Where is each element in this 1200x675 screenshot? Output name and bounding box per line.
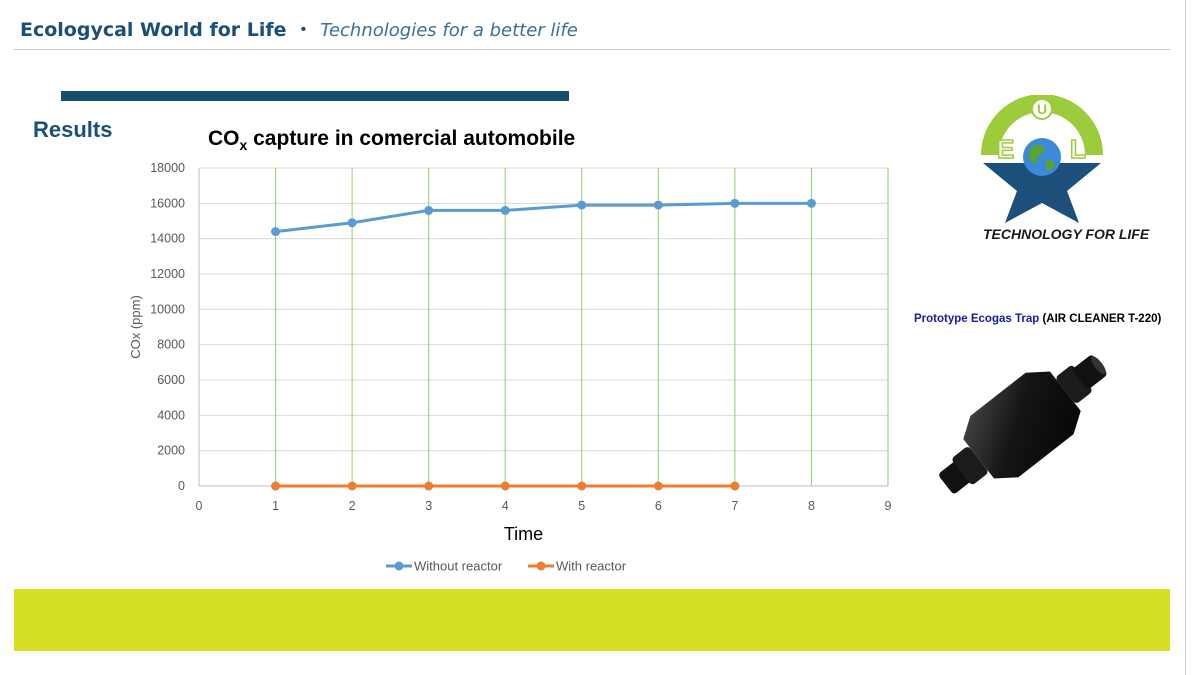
y-tick-label: 0 xyxy=(178,479,185,493)
x-tick-label: 5 xyxy=(578,499,585,513)
legend-marker xyxy=(536,561,546,571)
header: Ecologycal World for Life • Technologies… xyxy=(20,14,578,46)
y-tick-label: 14000 xyxy=(150,232,185,246)
data-point xyxy=(271,481,281,491)
chart-title-main: CO xyxy=(208,127,240,150)
data-point xyxy=(730,481,740,491)
air-cleaner-device-image xyxy=(939,355,1107,494)
data-point xyxy=(424,481,434,491)
x-tick-label: 1 xyxy=(272,499,279,513)
right-border xyxy=(1185,0,1186,675)
product-model: (AIR CLEANER T-220) xyxy=(1042,313,1162,325)
eul-logo-icon: U E L xyxy=(981,95,1103,223)
x-tick-label: 7 xyxy=(731,499,738,513)
x-tick-label: 9 xyxy=(885,499,892,513)
y-axis-label: COx (ppm) xyxy=(128,295,143,359)
data-point xyxy=(424,205,434,215)
chart-title-subscript: x xyxy=(239,137,248,154)
header-separator: • xyxy=(300,21,307,38)
section-title: Results xyxy=(33,117,113,142)
legend-label: Without reactor xyxy=(414,559,503,574)
brand-title: Ecologycal World for Life xyxy=(20,19,287,41)
data-point xyxy=(653,200,663,210)
y-tick-label: 10000 xyxy=(150,302,185,316)
tagline: Technologies for a better life xyxy=(320,19,578,41)
chart-title-rest: capture in comercial automobile xyxy=(247,127,576,150)
series-line xyxy=(275,201,812,234)
legend-label: With reactor xyxy=(556,559,627,574)
data-point xyxy=(347,481,357,491)
data-point xyxy=(500,205,510,215)
data-point xyxy=(577,200,587,210)
x-axis-label: Time xyxy=(504,524,543,544)
x-tick-label: 3 xyxy=(425,499,432,513)
x-tick-label: 8 xyxy=(808,499,815,513)
y-tick-label: 8000 xyxy=(157,338,185,352)
data-point xyxy=(500,481,510,491)
data-point xyxy=(653,481,663,491)
logo-letter-u: U xyxy=(1037,101,1047,117)
bottom-band xyxy=(14,589,1170,651)
y-tick-label: 18000 xyxy=(150,161,185,175)
header-divider xyxy=(14,49,1170,50)
y-tick-label: 4000 xyxy=(157,408,185,422)
logo-tagline: TECHNOLOGY FOR LIFE xyxy=(983,226,1150,242)
data-point xyxy=(577,481,587,491)
x-tick-label: 0 xyxy=(196,499,203,513)
y-tick-label: 6000 xyxy=(157,373,185,387)
product-caption: Prototype Ecogas Trap (AIR CLEANER T-220… xyxy=(914,313,1161,325)
data-point xyxy=(271,227,281,237)
x-tick-label: 2 xyxy=(349,499,356,513)
y-tick-label: 16000 xyxy=(150,196,185,210)
chart-title: COx capture in comercial automobile xyxy=(208,127,575,153)
x-tick-label: 6 xyxy=(655,499,662,513)
legend-marker xyxy=(394,561,404,571)
product-name: Prototype Ecogas Trap xyxy=(914,313,1040,325)
logo-letter-l: L xyxy=(1070,134,1086,164)
data-point xyxy=(806,198,816,208)
data-point xyxy=(730,198,740,208)
y-tick-label: 2000 xyxy=(157,444,185,458)
logo-letter-e: E xyxy=(997,134,1014,164)
data-point xyxy=(347,218,357,228)
y-tick-label: 12000 xyxy=(150,267,185,281)
accent-bar xyxy=(61,91,569,101)
x-tick-label: 4 xyxy=(502,499,509,513)
